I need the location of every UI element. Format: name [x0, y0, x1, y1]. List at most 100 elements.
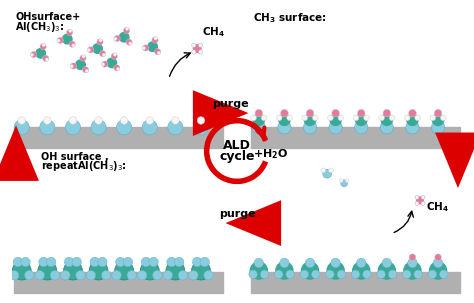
Circle shape: [439, 270, 448, 278]
Circle shape: [249, 270, 257, 278]
Circle shape: [252, 121, 265, 134]
Circle shape: [57, 37, 64, 44]
Circle shape: [153, 271, 162, 280]
Circle shape: [193, 45, 201, 52]
Circle shape: [112, 271, 121, 280]
Circle shape: [86, 271, 96, 280]
Circle shape: [117, 120, 132, 135]
Circle shape: [255, 109, 263, 117]
Circle shape: [337, 270, 346, 278]
Circle shape: [119, 32, 129, 42]
Circle shape: [35, 271, 45, 280]
Circle shape: [338, 115, 344, 121]
Text: cycle: cycle: [219, 150, 255, 163]
Circle shape: [65, 120, 81, 135]
Bar: [251, 272, 460, 293]
Circle shape: [280, 258, 289, 268]
Circle shape: [141, 257, 151, 267]
Circle shape: [341, 180, 347, 187]
Circle shape: [63, 34, 72, 44]
Circle shape: [281, 109, 288, 117]
Circle shape: [101, 271, 111, 280]
Circle shape: [97, 39, 103, 45]
Circle shape: [114, 65, 120, 71]
Bar: [14, 127, 223, 148]
Text: Al(CH$_3$)$_3$:: Al(CH$_3$)$_3$:: [15, 20, 64, 34]
Circle shape: [82, 67, 89, 73]
Circle shape: [363, 270, 371, 278]
Circle shape: [440, 115, 446, 121]
Circle shape: [72, 257, 82, 267]
Text: $\mathbf{+H_2O}$: $\mathbf{+H_2O}$: [253, 148, 289, 161]
Circle shape: [261, 115, 267, 121]
Circle shape: [345, 179, 349, 182]
Circle shape: [157, 51, 161, 55]
Circle shape: [406, 121, 419, 134]
Circle shape: [95, 117, 102, 124]
Circle shape: [12, 261, 31, 280]
Circle shape: [328, 115, 333, 121]
Circle shape: [404, 115, 410, 121]
Circle shape: [14, 120, 29, 135]
Circle shape: [414, 270, 422, 278]
Circle shape: [191, 50, 196, 54]
Circle shape: [276, 262, 293, 279]
Circle shape: [364, 115, 369, 121]
Circle shape: [13, 257, 23, 267]
Circle shape: [421, 195, 425, 199]
Circle shape: [168, 120, 183, 135]
Circle shape: [107, 58, 117, 68]
Circle shape: [101, 63, 105, 66]
Circle shape: [326, 270, 334, 278]
Circle shape: [323, 169, 331, 178]
Circle shape: [72, 44, 75, 47]
Circle shape: [25, 271, 34, 280]
Text: OH surface ,: OH surface ,: [41, 152, 109, 161]
Circle shape: [70, 63, 77, 69]
Circle shape: [99, 38, 102, 42]
Circle shape: [140, 261, 159, 280]
Circle shape: [116, 67, 120, 71]
Circle shape: [382, 258, 392, 268]
Circle shape: [311, 270, 320, 278]
Circle shape: [197, 117, 205, 124]
Circle shape: [204, 271, 213, 280]
Circle shape: [21, 257, 30, 267]
Circle shape: [351, 270, 360, 278]
Circle shape: [312, 115, 318, 121]
Circle shape: [353, 262, 370, 279]
Circle shape: [90, 257, 100, 267]
Circle shape: [305, 258, 315, 268]
Circle shape: [192, 257, 202, 267]
Circle shape: [172, 117, 179, 124]
Circle shape: [279, 114, 290, 125]
Circle shape: [89, 261, 108, 280]
Circle shape: [251, 115, 256, 121]
Circle shape: [383, 109, 391, 117]
Circle shape: [278, 121, 291, 134]
Bar: [251, 127, 460, 148]
Circle shape: [154, 37, 157, 40]
Text: $\mathbf{CH_4}$: $\mathbf{CH_4}$: [202, 25, 225, 39]
Circle shape: [36, 48, 46, 58]
Circle shape: [40, 120, 55, 135]
Circle shape: [70, 65, 73, 68]
Circle shape: [98, 257, 107, 267]
Text: $\mathbf{CH_4}$: $\mathbf{CH_4}$: [426, 200, 449, 214]
Circle shape: [429, 262, 447, 279]
Circle shape: [91, 120, 106, 135]
Circle shape: [178, 271, 188, 280]
Circle shape: [321, 168, 326, 173]
Circle shape: [379, 115, 384, 121]
Circle shape: [417, 197, 423, 204]
Circle shape: [152, 37, 158, 43]
Circle shape: [339, 179, 343, 182]
Circle shape: [301, 262, 319, 279]
Circle shape: [102, 61, 108, 67]
Circle shape: [381, 114, 392, 125]
Circle shape: [327, 262, 344, 279]
Circle shape: [253, 114, 264, 125]
Circle shape: [127, 271, 137, 280]
Circle shape: [274, 270, 283, 278]
Text: $\mathbf{CH_3}$ surface:: $\mathbf{CH_3}$ surface:: [253, 12, 327, 25]
